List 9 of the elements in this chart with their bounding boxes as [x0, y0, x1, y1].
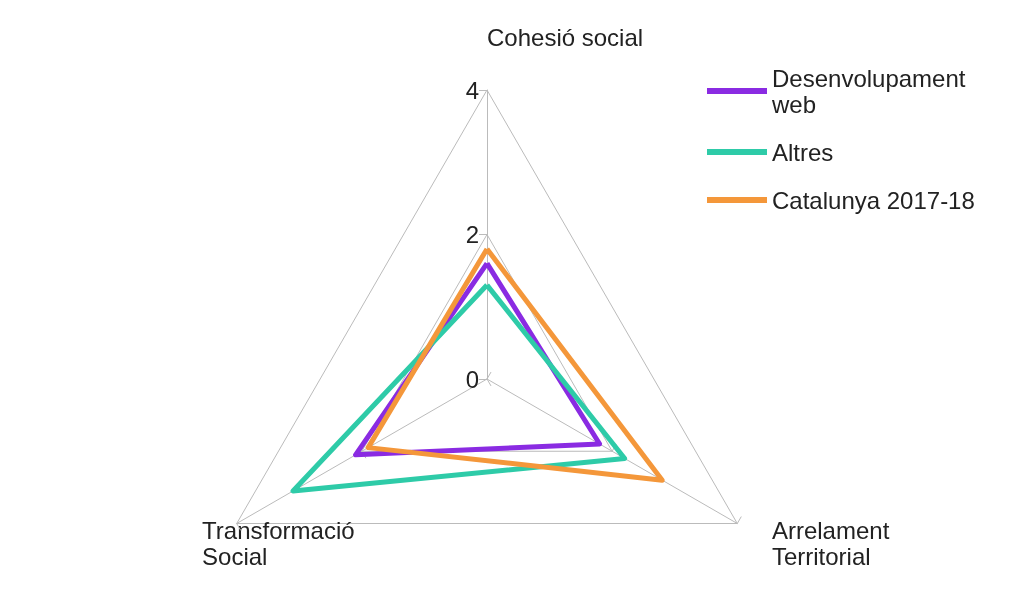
- spoke-label: Arrelament Territorial: [771, 517, 890, 570]
- legend-label: Altres: [772, 138, 834, 166]
- spoke-label: Transformació Social: [202, 517, 355, 570]
- spoke-label: Cohesió social: [487, 23, 644, 51]
- legend-label: Desenvolupament web: [771, 64, 973, 118]
- y-tick-label: 4: [465, 76, 479, 104]
- y-tick-label: 0: [465, 365, 479, 393]
- legend-label: Catalunya 2017-18: [772, 186, 975, 214]
- y-tick-label: 2: [465, 221, 479, 248]
